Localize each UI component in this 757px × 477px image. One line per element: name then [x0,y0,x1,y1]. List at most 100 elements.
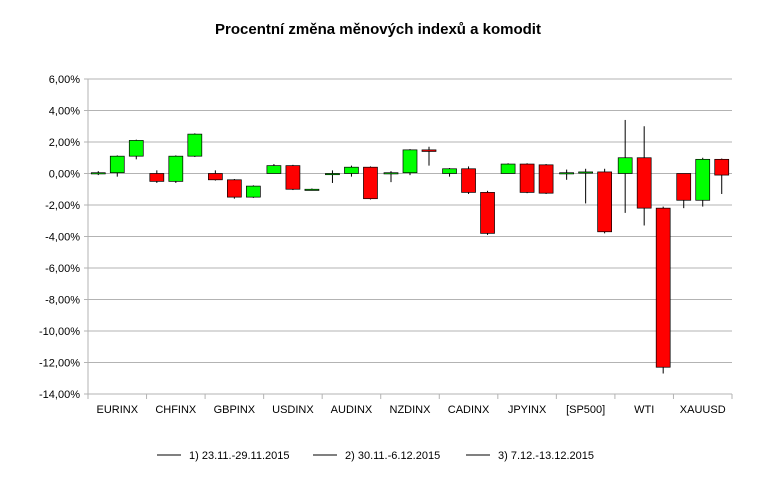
candle-body [90,172,106,175]
candle-body [714,158,730,176]
y-tick-label: -12,00% [39,358,80,370]
candle [402,149,418,176]
candle-body [325,173,340,176]
candle [246,185,261,198]
candle [90,171,106,176]
candle [227,179,242,199]
candle-body [636,157,652,209]
x-tick-label: NZDINX [390,404,432,416]
legend: 1) 23.11.-29.11.2015 2) 30.11.-6.12.2015 3… [157,450,594,462]
candle [461,166,476,194]
candle [578,168,593,204]
y-tick-label: 4,00% [49,106,80,118]
y-tick-label: 0,00% [49,169,80,181]
candle-body [227,179,242,198]
candle [187,133,203,157]
candle [363,166,378,200]
legend-label: 2) 30.11.-6.12.2015 [345,450,440,462]
candle [128,139,144,160]
candle [442,167,457,177]
candle-body [402,149,418,174]
candle [695,157,711,207]
candle [285,164,301,191]
candle [208,170,223,181]
x-tick-label: GBPINX [214,404,256,416]
x-tick-label: [SP500] [566,404,605,416]
candle-body [266,165,282,174]
y-tick-label: -4,00% [45,232,80,244]
candle-body [128,140,144,157]
candle-body [500,163,516,174]
legend-item: 2) 30.11.-6.12.2015 [313,450,440,462]
candle-body [480,192,495,234]
x-tick-label: USDINX [272,404,314,416]
y-tick-label: 2,00% [49,137,80,149]
candle [266,164,282,174]
candle [519,163,535,194]
x-axis-ticks: EURINX CHFINX GBPINX USDINX AUDINX NZDINX CADI… [96,394,726,416]
candle [304,188,320,191]
x-tick-label: WTI [634,404,654,416]
candle [344,165,359,177]
candle [421,146,437,166]
candle [109,155,125,177]
candle [480,190,495,235]
candle-body [617,157,633,174]
candle [500,163,516,174]
candle-body [655,207,671,368]
candle-body [208,173,223,181]
candle-body [559,172,574,175]
candle-body [246,185,261,198]
candle-body [168,155,184,182]
candle-body [344,166,359,174]
candle-body [597,171,612,233]
candle-body [676,173,692,201]
candle-body [383,172,399,175]
legend-label: 1) 23.11.-29.11.2015 [189,450,290,462]
candle-body [538,164,554,194]
candle-body [578,171,593,174]
x-tick-label: AUDINX [331,404,373,416]
y-axis-ticks: 6,00% 4,00% 2,00% 0,00% -2,00% -4,00% -6,00% -8… [39,74,88,401]
legend-label: 3) 7.12.-13.12.2015 [498,450,594,462]
candle-body [461,168,476,193]
candle-body [442,168,457,174]
candle [149,170,165,183]
candle-body [695,158,711,201]
y-tick-label: -10,00% [39,326,80,338]
candle [383,171,399,183]
candle [325,170,340,183]
candle-body [109,155,125,174]
candle [597,168,612,234]
candle-body [149,173,165,182]
candle-body [421,149,437,152]
candle [655,206,671,374]
candle [168,155,184,183]
x-tick-label: JPYINX [508,404,547,416]
axes [87,79,733,399]
candle-body [187,133,203,157]
y-tick-label: 6,00% [49,74,80,86]
candle [676,173,692,209]
y-tick-label: -2,00% [45,200,80,212]
x-tick-label: EURINX [96,404,138,416]
x-tick-label: XAUUSD [680,404,726,416]
x-tick-label: CADINX [448,404,490,416]
candles [90,119,730,374]
y-tick-label: -14,00% [39,389,80,401]
chart-title: Procentní změna měnových indexů a komodi… [215,21,541,38]
x-tick-label: CHFINX [155,404,197,416]
candle-body [363,166,378,200]
y-tick-label: -6,00% [45,263,80,275]
legend-item: 3) 7.12.-13.12.2015 [466,450,594,462]
legend-item: 1) 23.11.-29.11.2015 [157,450,290,462]
candle [617,119,633,213]
candle [559,169,574,180]
candle-body [519,163,535,193]
grid-lines [88,78,732,395]
candle-body [285,165,301,190]
y-tick-label: -8,00% [45,295,80,307]
candle [714,158,730,194]
candle [538,164,554,194]
